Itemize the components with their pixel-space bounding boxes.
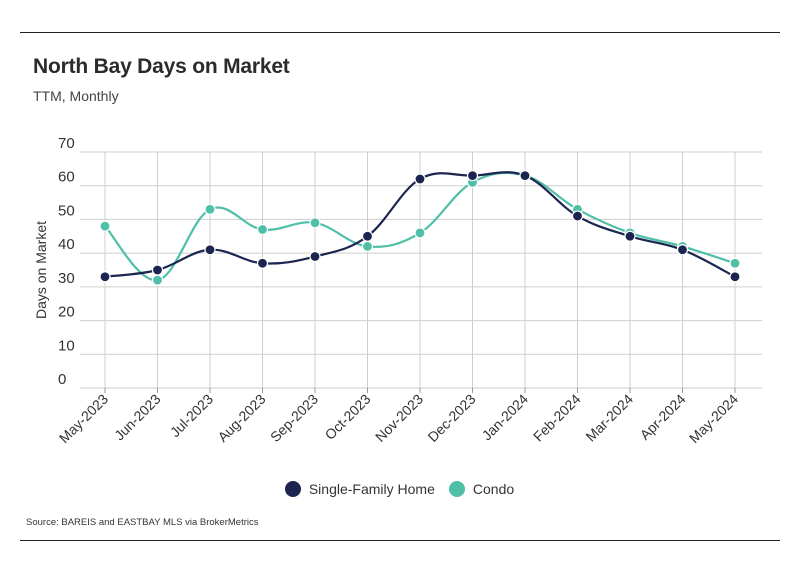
legend-item-condo: Condo bbox=[448, 481, 515, 497]
y-tick-label: 70 bbox=[58, 135, 75, 152]
top-rule bbox=[20, 32, 780, 33]
data-point-single-family bbox=[414, 173, 426, 185]
x-tick-label: Jul-2023 bbox=[167, 391, 216, 440]
data-point-single-family bbox=[571, 210, 584, 222]
y-tick-label: 10 bbox=[58, 337, 75, 354]
data-point-condo bbox=[361, 240, 374, 252]
y-tick-label: 20 bbox=[58, 304, 75, 321]
y-axis-label: Days on Market bbox=[33, 221, 49, 319]
y-tick-label: 40 bbox=[58, 236, 75, 253]
legend: Single-Family Home Condo bbox=[0, 481, 799, 497]
data-point-condo bbox=[414, 227, 426, 239]
x-tick-label: Feb-2024 bbox=[530, 391, 584, 445]
x-tick-label: Dec-2023 bbox=[424, 391, 478, 445]
data-point-single-family bbox=[204, 244, 216, 256]
data-point-single-family bbox=[151, 264, 164, 276]
data-point-condo bbox=[256, 223, 269, 236]
x-tick-label: Sep-2023 bbox=[267, 391, 321, 445]
data-point-condo bbox=[309, 217, 321, 229]
x-axis-ticks: May-2023 Jun-2023 Jul-2023Aug-2023Sep-2023… bbox=[56, 391, 741, 446]
legend-swatch-condo bbox=[448, 481, 465, 497]
data-point-condo bbox=[204, 203, 216, 215]
data-point-single-family bbox=[309, 250, 321, 263]
source-note: Source: BAREIS and EASTBAY MLS via Broke… bbox=[26, 517, 259, 528]
y-tick-label: 0 bbox=[58, 371, 66, 388]
x-tick-label: May-2023 bbox=[56, 391, 111, 446]
grid bbox=[80, 151, 762, 393]
y-axis-ticks: 0 10 20 30 40 50 60 70 bbox=[58, 135, 75, 388]
legend-label-single-family: Single-Family Home bbox=[308, 481, 435, 497]
data-point-condo bbox=[151, 274, 164, 286]
chart-title: North Bay Days on Market bbox=[33, 55, 290, 78]
legend-label-condo: Condo bbox=[472, 481, 515, 497]
y-tick-label: 30 bbox=[58, 270, 75, 287]
x-tick-label: Aug-2023 bbox=[214, 391, 268, 445]
data-point-single-family bbox=[519, 170, 531, 182]
legend-item-single-family: Single-Family Home bbox=[284, 481, 435, 497]
x-tick-label: Oct-2023 bbox=[322, 391, 374, 443]
y-tick-label: 50 bbox=[58, 202, 75, 219]
x-tick-label: Apr-2024 bbox=[637, 391, 689, 443]
data-point-single-family bbox=[624, 230, 636, 242]
x-tick-label: Mar-2024 bbox=[582, 391, 636, 445]
x-tick-label: May-2024 bbox=[686, 391, 741, 446]
bottom-rule bbox=[20, 540, 780, 541]
data-point-single-family bbox=[99, 271, 111, 283]
series-points bbox=[99, 170, 741, 286]
data-point-single-family bbox=[466, 170, 479, 182]
x-tick-label: Jun-2023 bbox=[111, 391, 164, 444]
data-point-single-family bbox=[256, 257, 269, 269]
chart-subtitle: TTM, Monthly bbox=[33, 88, 119, 104]
data-point-single-family bbox=[361, 230, 374, 242]
y-tick-label: 60 bbox=[58, 169, 75, 186]
legend-swatch-single-family bbox=[284, 481, 301, 497]
x-tick-label: Nov-2023 bbox=[372, 391, 426, 445]
x-tick-label: Jan-2024 bbox=[479, 391, 532, 444]
data-point-condo bbox=[99, 220, 111, 232]
data-point-condo bbox=[729, 257, 741, 269]
data-point-single-family bbox=[729, 271, 741, 283]
data-point-single-family bbox=[676, 244, 689, 256]
